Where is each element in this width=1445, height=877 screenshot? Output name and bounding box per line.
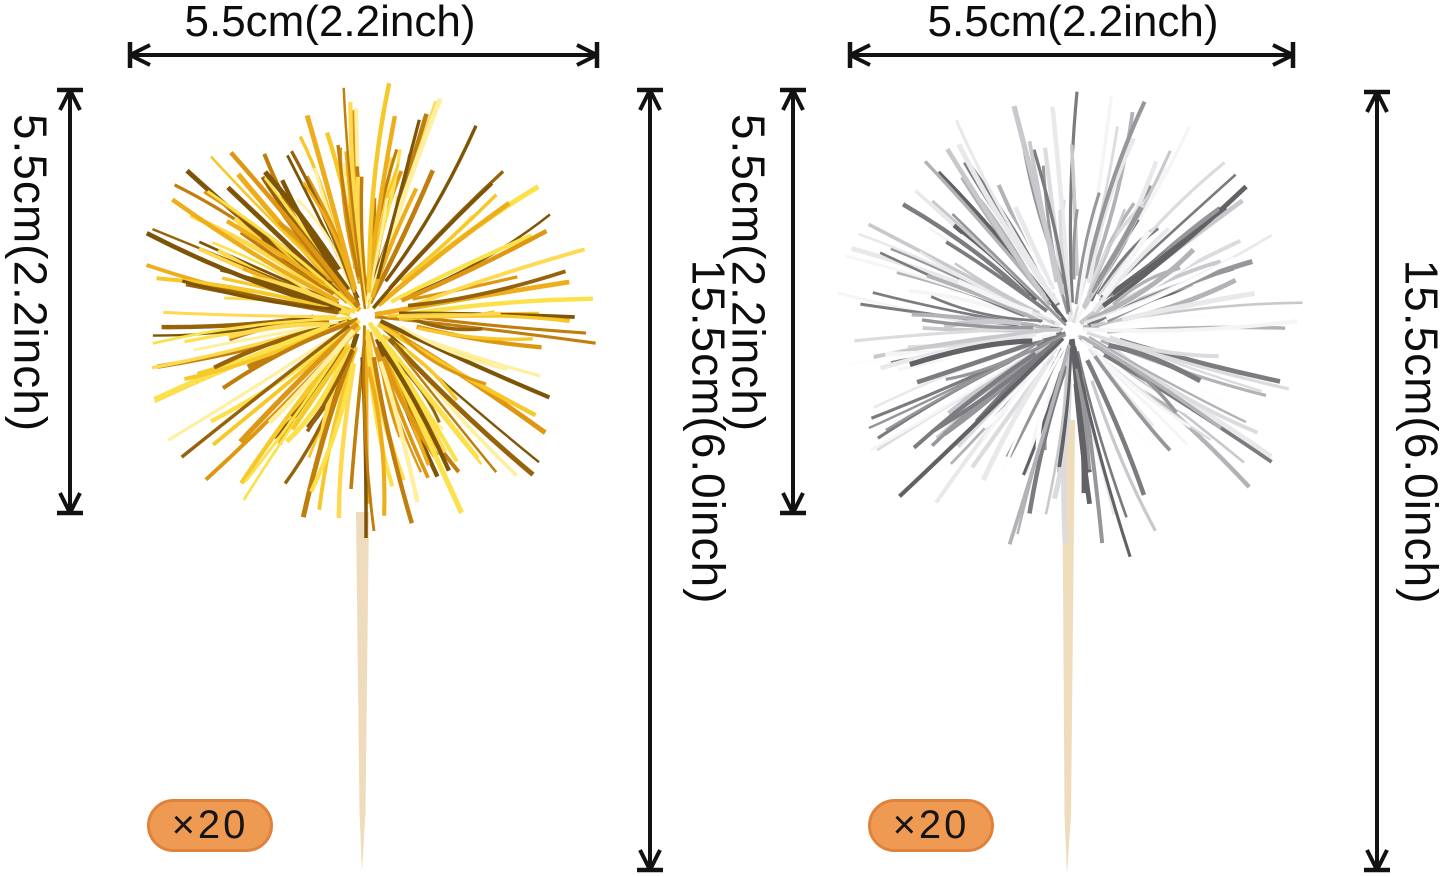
gold-width-label: 5.5cm(2.2inch) <box>184 0 476 46</box>
gold-pom-height-arrow <box>57 87 83 516</box>
silver-quantity-badge: ×20 <box>868 799 994 852</box>
gold-tinsel-pom <box>145 82 596 872</box>
silver-total-height-label: 15.5cm(6.0inch) <box>1395 259 1445 605</box>
silver-total-height-arrow <box>1364 89 1390 873</box>
gold-pom-height-label: 5.5cm(2.2inch) <box>4 113 57 433</box>
silver-width-arrow <box>847 42 1296 68</box>
gold-total-height-arrow <box>637 87 663 873</box>
silver-pom-height-arrow <box>780 87 806 516</box>
silver-quantity-label: ×20 <box>892 803 970 847</box>
gold-quantity-badge: ×20 <box>147 799 273 852</box>
silver-tinsel-pom <box>837 91 1303 875</box>
gold-pick-stick <box>356 512 369 872</box>
gold-quantity-label: ×20 <box>171 803 249 847</box>
gold-width-arrow <box>127 42 600 68</box>
silver-width-label: 5.5cm(2.2inch) <box>927 0 1219 46</box>
gold-total-height-label: 15.5cm(6.0inch) <box>682 259 735 605</box>
